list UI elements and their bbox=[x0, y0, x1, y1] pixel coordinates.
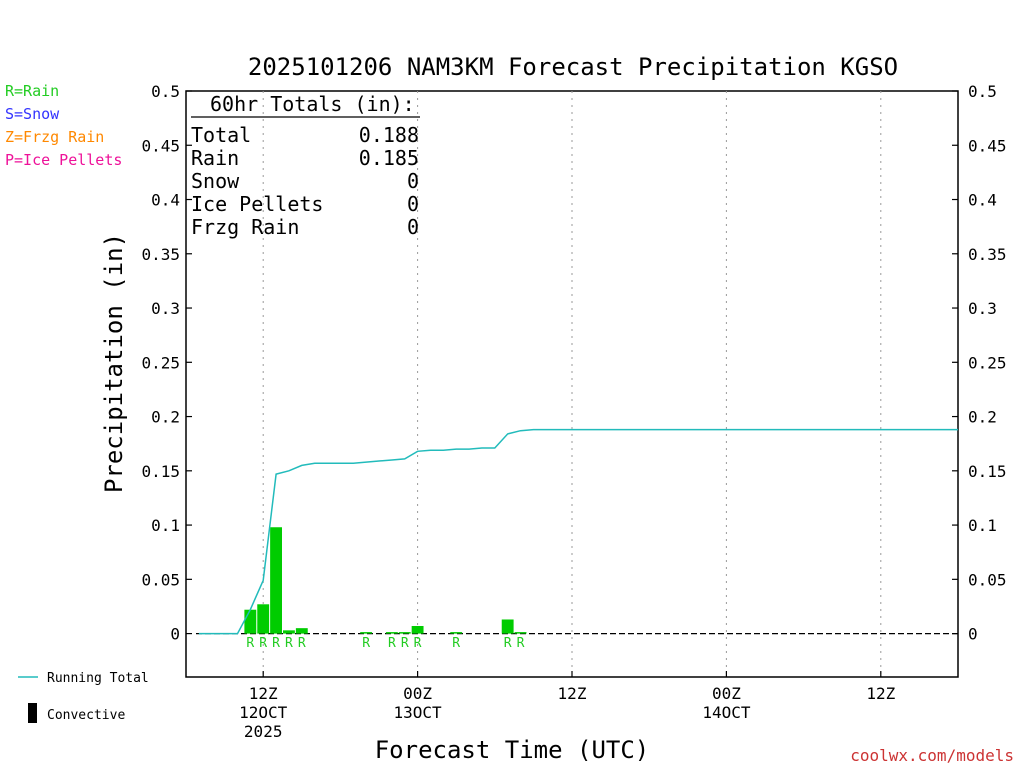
totals-row-value: 0.185 bbox=[359, 146, 419, 170]
precip-type-legend: R=Rain S=Snow Z=Frzg Rain P=Ice Pellets bbox=[5, 82, 122, 169]
precip-type-label: R bbox=[401, 636, 409, 651]
precip-type-label: R bbox=[259, 636, 267, 651]
totals-box: 60hr Totals (in): Total 0.188 Rain 0.185 Sno… bbox=[191, 92, 420, 239]
precip-type-label: R bbox=[388, 636, 396, 651]
y-tick-label-left: 0.4 bbox=[151, 191, 180, 210]
precip-bar bbox=[244, 609, 257, 634]
chart-title: 2025101206 NAM3KM Forecast Precipitation… bbox=[248, 53, 898, 81]
y-tick-label-left: 0.5 bbox=[151, 82, 180, 101]
y-tick-label-right: 0 bbox=[968, 625, 978, 644]
precip-bar bbox=[295, 628, 308, 634]
y-tick-label-left: 0.35 bbox=[141, 245, 180, 264]
precip-type-label: R bbox=[452, 636, 460, 651]
x-tick-label: 12Z bbox=[866, 684, 895, 703]
convective-swatch bbox=[28, 703, 37, 723]
y-tick-label-right: 0.2 bbox=[968, 408, 997, 427]
legend-type-0: R=Rain bbox=[5, 82, 59, 100]
y-tick-label-left: 0.1 bbox=[151, 516, 180, 535]
y-tick-label-left: 0.25 bbox=[141, 353, 180, 372]
precip-type-label: R bbox=[298, 636, 306, 651]
y-tick-label-right: 0.1 bbox=[968, 516, 997, 535]
totals-row-label: Rain bbox=[191, 146, 239, 170]
precip-bars bbox=[244, 527, 527, 634]
y-tick-label-right: 0.15 bbox=[968, 462, 1007, 481]
precip-bar bbox=[398, 632, 411, 634]
x-tick-label: 12OCT bbox=[239, 703, 288, 722]
y-axis-ticks: 0.5 0.5 0.45 0.45 0.4 0.4 0.35 0.35 0.3 0.3 0.25 0.… bbox=[141, 82, 1006, 644]
precip-bar bbox=[360, 632, 373, 634]
y-tick-label-right: 0.4 bbox=[968, 191, 997, 210]
x-tick-label: 12Z bbox=[558, 684, 587, 703]
y-tick-label-right: 0.5 bbox=[968, 82, 997, 101]
totals-row-label: Frzg Rain bbox=[191, 215, 299, 239]
totals-row-value: 0.188 bbox=[359, 123, 419, 147]
y-tick-label-left: 0.2 bbox=[151, 408, 180, 427]
y-axis-title: Precipitation (in) bbox=[100, 233, 128, 493]
precip-type-label: R bbox=[504, 636, 512, 651]
precip-bar bbox=[283, 630, 295, 634]
x-gridlines bbox=[262, 91, 882, 677]
legend-type-2: Z=Frzg Rain bbox=[5, 128, 104, 146]
x-tick-label: 00Z bbox=[712, 684, 741, 703]
precip-type-label: R bbox=[517, 636, 525, 651]
precip-type-label: R bbox=[272, 636, 280, 651]
y-tick-label-right: 0.05 bbox=[968, 570, 1007, 589]
totals-row-value: 0 bbox=[407, 169, 419, 193]
totals-row-value: 0 bbox=[407, 215, 419, 239]
y-tick-label-right: 0.25 bbox=[968, 353, 1007, 372]
precip-bar bbox=[501, 619, 514, 634]
x-axis-title: Forecast Time (UTC) bbox=[375, 736, 650, 764]
y-tick-label-right: 0.35 bbox=[968, 245, 1007, 264]
bottom-legend: Running Total Convective bbox=[18, 671, 149, 723]
precip-type-label: R bbox=[414, 636, 422, 651]
x-tick-label: 13OCT bbox=[394, 703, 443, 722]
running-total-line bbox=[198, 428, 958, 635]
x-tick-label: 14OCT bbox=[702, 703, 751, 722]
y-tick-label-left: 0.45 bbox=[141, 136, 180, 155]
precip-bar bbox=[385, 632, 398, 634]
precip-bar bbox=[514, 632, 527, 634]
legend-type-3: P=Ice Pellets bbox=[5, 151, 122, 169]
totals-header: 60hr Totals (in): bbox=[210, 92, 415, 116]
precip-type-label: R bbox=[246, 636, 254, 651]
y-tick-label-left: 0.15 bbox=[141, 462, 180, 481]
site-credit: coolwx.com/models bbox=[850, 746, 1014, 765]
x-tick-label: 2025 bbox=[244, 722, 283, 741]
totals-row-label: Ice Pellets bbox=[191, 192, 323, 216]
running-total-label: Running Total bbox=[47, 671, 149, 686]
legend-type-1: S=Snow bbox=[5, 105, 60, 123]
y-tick-label-left: 0.05 bbox=[141, 570, 180, 589]
y-tick-label-left: 0.3 bbox=[151, 299, 180, 318]
y-tick-label-left: 0 bbox=[170, 625, 180, 644]
precip-bar bbox=[411, 625, 424, 634]
totals-row-value: 0 bbox=[407, 192, 419, 216]
totals-row-label: Snow bbox=[191, 169, 240, 193]
convective-label: Convective bbox=[47, 708, 125, 723]
y-tick-label-right: 0.45 bbox=[968, 136, 1007, 155]
precip-type-label: R bbox=[285, 636, 293, 651]
x-tick-label: 00Z bbox=[403, 684, 432, 703]
x-tick-label: 12Z bbox=[249, 684, 278, 703]
precip-bar bbox=[450, 632, 463, 634]
precip-bar bbox=[270, 527, 282, 634]
precip-type-label: R bbox=[362, 636, 370, 651]
totals-row-label: Total bbox=[191, 123, 251, 147]
precip-bar bbox=[257, 604, 270, 634]
y-tick-label-right: 0.3 bbox=[968, 299, 997, 318]
